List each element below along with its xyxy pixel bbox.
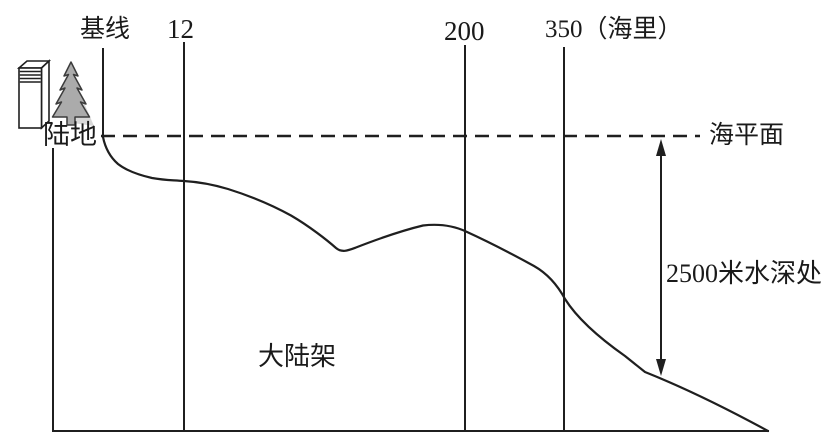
marker-12nm-label: 12	[167, 14, 194, 44]
arrow-up-head	[656, 139, 666, 156]
marker-200nm-label: 200	[444, 16, 485, 46]
land-label: 陆地	[43, 120, 97, 150]
tree-icon	[51, 61, 94, 126]
arrow-down-head	[656, 359, 666, 376]
depth-arrow	[656, 139, 666, 376]
continental-shelf-label: 大陆架	[258, 342, 337, 371]
sea-level-label: 海平面	[709, 122, 785, 149]
seafloor-curve	[101, 135, 770, 433]
baseline-label: 基线	[80, 16, 131, 43]
depth-2500m-label: 2500米水深处	[666, 259, 823, 288]
building-icon	[16, 59, 52, 130]
marker-350nm-unit-label: 350（海里）	[545, 16, 683, 43]
